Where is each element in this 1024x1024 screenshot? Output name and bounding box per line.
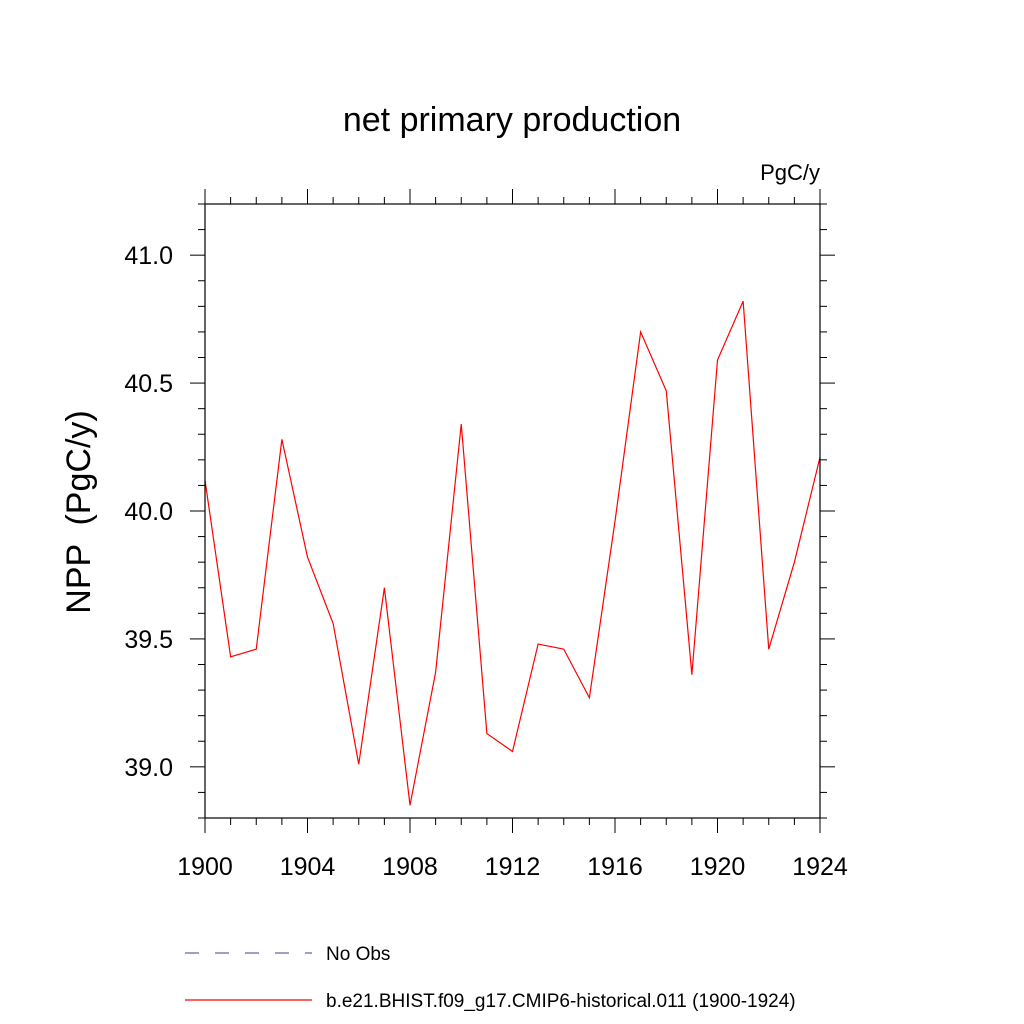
x-tick-label: 1908	[382, 853, 438, 881]
legend-label-no-obs: No Obs	[326, 944, 390, 965]
chart-title: net primary production	[343, 101, 681, 139]
x-tick-label: 1912	[485, 853, 541, 881]
y-tick-label: 39.0	[124, 754, 173, 782]
x-tick-label: 1900	[177, 853, 233, 881]
y-tick-label: 39.5	[124, 626, 173, 654]
legend: No Obs b.e21.BHIST.f09_g17.CMIP6-histori…	[185, 944, 796, 1012]
tick-labels: 1900 1904 1908 1912 1916 1920 1924 39.0 39.5 40.0…	[124, 242, 848, 881]
y-tick-label: 40.0	[124, 498, 173, 526]
axis-ticks	[190, 189, 835, 833]
y-tick-label: 40.5	[124, 370, 173, 398]
x-tick-label: 1920	[690, 853, 746, 881]
units-label: PgC/y	[760, 160, 820, 185]
legend-label-historical: b.e21.BHIST.f09_g17.CMIP6-historical.011…	[326, 991, 796, 1012]
y-tick-label: 41.0	[124, 242, 173, 270]
y-axis-label: NPP (PgC/y)	[60, 410, 98, 613]
series-line-historical	[204, 300, 821, 806]
x-tick-label: 1904	[280, 853, 336, 881]
plot-frame	[204, 203, 821, 819]
x-tick-label: 1924	[792, 853, 848, 881]
series-layer	[204, 300, 821, 806]
x-tick-label: 1916	[587, 853, 643, 881]
